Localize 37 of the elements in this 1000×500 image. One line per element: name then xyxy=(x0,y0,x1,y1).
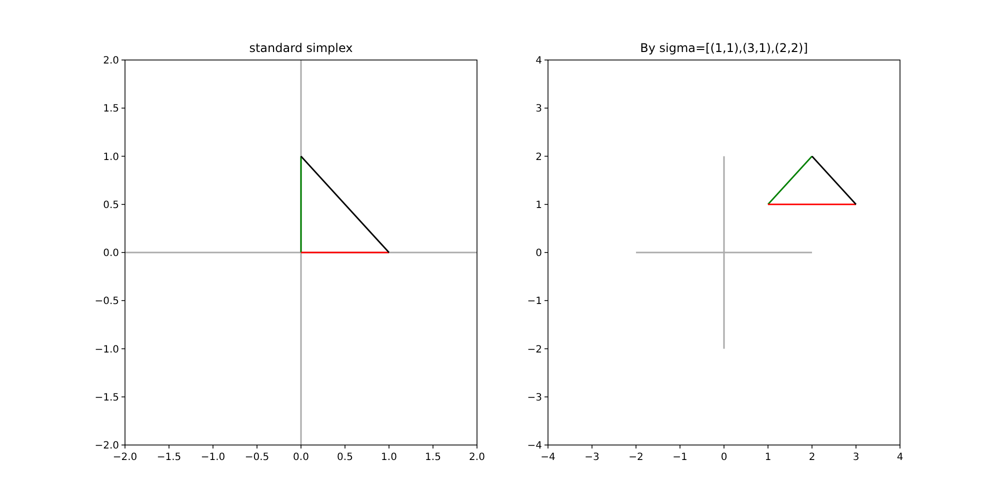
y-tick-label: −2 xyxy=(527,344,542,356)
x-tick-label: −2.0 xyxy=(112,452,138,463)
y-tick-label: −2.0 xyxy=(94,440,119,452)
y-tick-label: 1.0 xyxy=(103,152,119,163)
x-tick-label: −2 xyxy=(628,452,644,463)
y-tick-label: 0 xyxy=(536,248,542,259)
y-tick-label: 4 xyxy=(536,56,542,66)
x-tick-label: 1.5 xyxy=(425,452,441,463)
y-tick-label: 1.5 xyxy=(103,104,119,115)
y-tick-label: 0.0 xyxy=(103,248,119,259)
y-tick-label: −1 xyxy=(527,296,542,308)
x-tick-label: −0.5 xyxy=(244,452,270,463)
y-tick-label: −1.5 xyxy=(94,392,119,404)
x-tick-label: −3 xyxy=(584,452,600,463)
x-tick-label: 2.0 xyxy=(469,452,485,463)
x-tick-label: 0.5 xyxy=(337,452,353,463)
y-tick-label: 2.0 xyxy=(103,56,119,66)
x-tick-label: −1.5 xyxy=(156,452,182,463)
x-tick-label: −1 xyxy=(672,452,688,463)
y-tick-label: −0.5 xyxy=(94,296,119,308)
y-tick-label: −3 xyxy=(527,392,542,404)
x-tick-label: −1.0 xyxy=(200,452,226,463)
x-tick-label: 0.0 xyxy=(293,452,309,463)
chart-title: By sigma=[(1,1),(3,1),(2,2)] xyxy=(640,41,808,55)
x-tick-label: 2 xyxy=(808,452,816,463)
chart-title: standard simplex xyxy=(249,41,353,55)
x-tick-label: 1 xyxy=(764,452,772,463)
x-tick-label: 3 xyxy=(852,452,860,463)
y-tick-label: −1.0 xyxy=(94,344,119,356)
x-tick-label: 4 xyxy=(896,452,904,463)
y-tick-label: 0.5 xyxy=(103,200,119,211)
x-tick-label: 1.0 xyxy=(381,452,397,463)
y-tick-label: −4 xyxy=(527,440,542,452)
x-tick-label: 0 xyxy=(720,452,728,463)
y-tick-label: 1 xyxy=(536,200,542,211)
y-tick-label: 3 xyxy=(536,104,542,115)
y-tick-label: 2 xyxy=(536,152,542,163)
